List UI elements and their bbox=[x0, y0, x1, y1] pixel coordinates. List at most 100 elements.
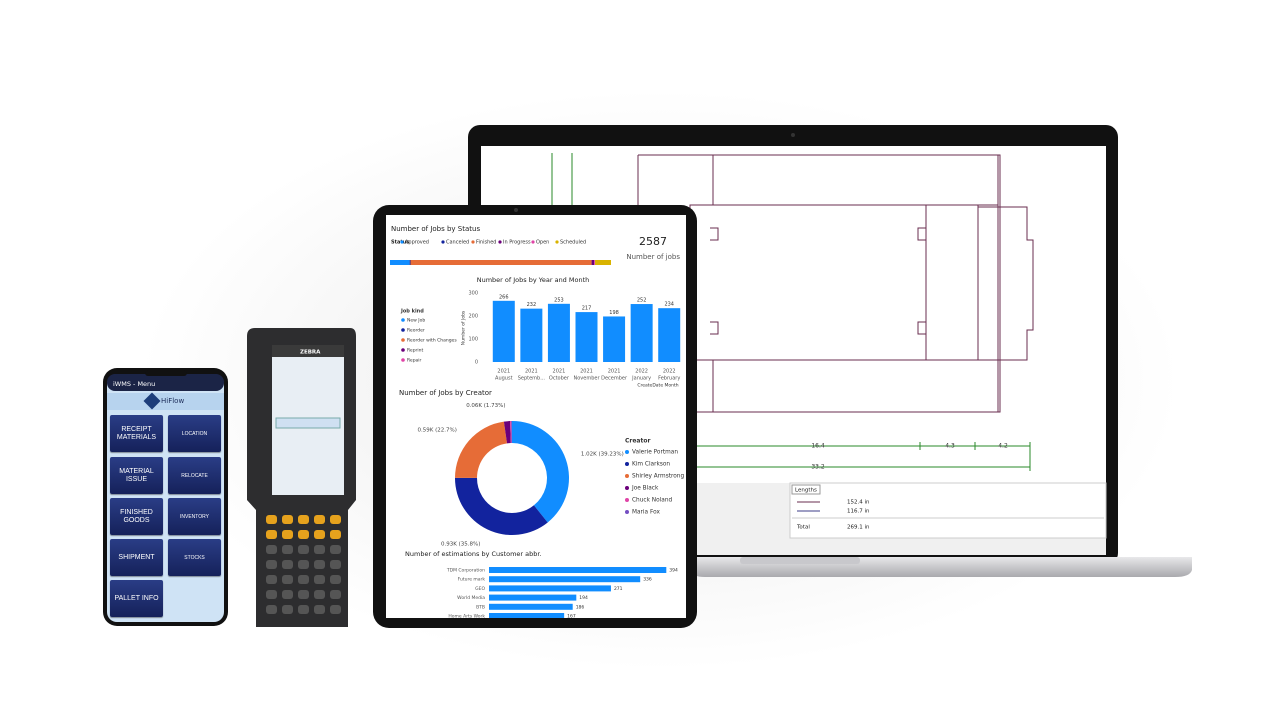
key bbox=[298, 515, 309, 524]
legend-dot bbox=[401, 348, 405, 352]
y-tick-label: Future mark bbox=[458, 577, 486, 583]
key bbox=[298, 590, 309, 599]
legend-dot bbox=[400, 240, 404, 244]
x-axis-label: CreateDate Month bbox=[637, 383, 678, 389]
value-label: 252 bbox=[637, 298, 647, 304]
legend-label: Valerie Portman bbox=[632, 450, 678, 456]
legend-label: Finished bbox=[476, 240, 496, 246]
y-tick-label: 200 bbox=[468, 314, 478, 320]
x-tick-label: February bbox=[658, 376, 680, 382]
menu-button[interactable]: RECEIPT MATERIALS bbox=[110, 415, 163, 452]
scanner-brand: ZEBRA bbox=[300, 350, 321, 356]
legend-dot bbox=[625, 474, 629, 478]
x-tick-label: 2021 bbox=[497, 369, 510, 375]
key bbox=[266, 575, 277, 584]
value-label: 232 bbox=[527, 302, 537, 308]
total-label: Total bbox=[796, 525, 810, 531]
key bbox=[314, 605, 325, 614]
y-axis-label: Number of Jobs bbox=[461, 310, 467, 345]
bar bbox=[489, 603, 573, 610]
key bbox=[282, 605, 293, 614]
bar bbox=[658, 308, 681, 362]
y-tick-label: BTB bbox=[476, 604, 485, 610]
x-tick-label: December bbox=[601, 376, 628, 382]
bar bbox=[489, 585, 611, 592]
bar bbox=[489, 594, 577, 601]
key bbox=[282, 530, 293, 539]
x-tick-label: 2021 bbox=[580, 369, 593, 375]
bar-segment bbox=[409, 260, 411, 265]
bar bbox=[489, 567, 667, 573]
bar-segment bbox=[410, 260, 592, 265]
tab-label: Lengths bbox=[795, 488, 817, 494]
legend-dot bbox=[441, 240, 445, 244]
app-bar bbox=[107, 374, 224, 391]
y-tick-label: Home Arts Work bbox=[448, 614, 485, 620]
y-tick-label: 100 bbox=[468, 337, 478, 343]
y-tick-label: TDM Corporation bbox=[446, 568, 485, 574]
x-tick-label: 2021 bbox=[525, 369, 538, 375]
bar-segment bbox=[390, 260, 410, 265]
dimension-label: 33.2 bbox=[811, 464, 825, 471]
key bbox=[314, 515, 325, 524]
value-label: 266 bbox=[499, 294, 509, 300]
app-title: iWMS - Menu bbox=[113, 380, 155, 388]
key bbox=[330, 515, 341, 524]
bar-segment bbox=[591, 260, 595, 265]
chart-title: Number of Jobs by Status bbox=[391, 225, 480, 233]
data-label: 0.59K (22.7%) bbox=[418, 428, 457, 434]
donut-slice bbox=[511, 421, 512, 444]
key bbox=[314, 530, 325, 539]
chart-title: Number of Jobs by Year and Month bbox=[477, 276, 590, 284]
tablet-screen bbox=[386, 215, 686, 618]
menu-button[interactable]: RELOCATE bbox=[168, 457, 221, 494]
legend-dot bbox=[471, 240, 475, 244]
kpi-label: Number of jobs bbox=[626, 253, 680, 261]
value-label: 198 bbox=[609, 310, 619, 316]
menu-button[interactable]: INVENTORY bbox=[168, 498, 221, 535]
x-tick-label: 2021 bbox=[553, 369, 566, 375]
key bbox=[314, 575, 325, 584]
lengths-table bbox=[789, 482, 1107, 539]
key bbox=[298, 575, 309, 584]
legend-dot bbox=[625, 510, 629, 514]
legend-dot bbox=[401, 358, 405, 362]
scanner-keypad bbox=[266, 515, 341, 614]
key bbox=[330, 590, 341, 599]
length-value: 116.7 in bbox=[847, 509, 870, 515]
menu-button[interactable]: MATERIAL ISSUE bbox=[110, 457, 163, 494]
dashboard: Number of Jobs by Status Status 2587 Num… bbox=[390, 225, 684, 620]
y-tick-label: World Media bbox=[457, 595, 485, 601]
x-tick-label: August bbox=[495, 376, 513, 382]
menu-button[interactable]: FINISHED GOODS bbox=[110, 498, 163, 535]
kpi-value: 2587 bbox=[639, 235, 667, 248]
menu-button[interactable]: SHIPMENT bbox=[110, 539, 163, 576]
menu-button[interactable]: LOCATION bbox=[168, 415, 221, 452]
data-label: 0.93K (35.8%) bbox=[441, 541, 480, 547]
key bbox=[282, 590, 293, 599]
legend-label: Reorder bbox=[407, 328, 425, 334]
menu-button[interactable]: PALLET INFO bbox=[110, 580, 163, 617]
legend-label: Shirley Armstrong bbox=[632, 474, 684, 480]
value-label: 336 bbox=[643, 577, 652, 583]
chart-title: Number of estimations by Customer abbr. bbox=[405, 550, 542, 558]
menu-button[interactable]: STOCKS bbox=[168, 539, 221, 576]
donut-slice bbox=[503, 421, 511, 444]
bar bbox=[630, 304, 653, 362]
camera bbox=[514, 208, 518, 212]
legend-label: Reorder with Changes bbox=[407, 338, 457, 344]
key bbox=[330, 545, 341, 554]
bar-segment bbox=[595, 260, 611, 265]
scanner-field bbox=[275, 417, 341, 429]
key bbox=[266, 545, 277, 554]
bar bbox=[489, 613, 565, 618]
legend-title: Status bbox=[391, 240, 409, 246]
legend-dot bbox=[401, 328, 405, 332]
legend-dot bbox=[531, 240, 535, 244]
x-tick-label: November bbox=[573, 376, 600, 382]
data-label: 1.02K (39.23%) bbox=[581, 451, 624, 457]
legend-label: Maria Fox bbox=[632, 510, 660, 516]
legend-title: Creator bbox=[625, 438, 650, 445]
bar bbox=[547, 303, 570, 362]
data-label: 0.06K (1.73%) bbox=[466, 403, 505, 409]
